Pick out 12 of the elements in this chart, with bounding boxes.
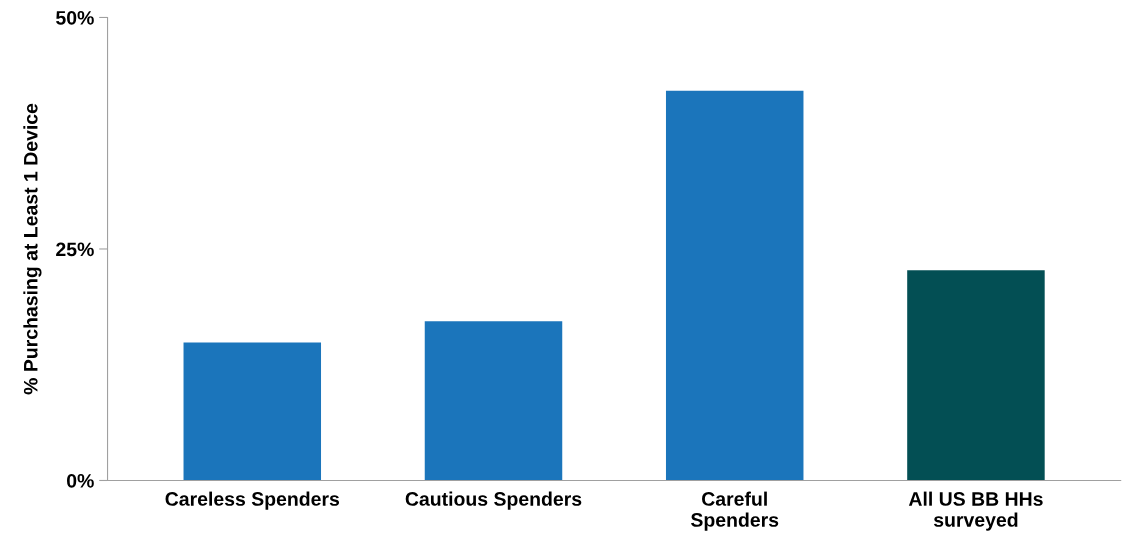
x-tick-label: Careful Spenders: [690, 491, 779, 531]
bar: [907, 270, 1045, 481]
y-tick-label: 25%: [56, 242, 94, 257]
bar: [424, 321, 563, 481]
bar: [183, 342, 322, 481]
y-axis-title: % Purchasing at Least 1 Device: [23, 103, 42, 395]
y-tick-label: 50%: [56, 10, 94, 25]
x-tick-label: All US BB HHs surveyed: [908, 491, 1043, 531]
bar: [665, 90, 804, 481]
x-tick-label: Careless Spenders: [165, 491, 340, 510]
x-tick-label: Cautious Spenders: [405, 491, 582, 510]
y-tick-label: 0%: [67, 473, 94, 488]
